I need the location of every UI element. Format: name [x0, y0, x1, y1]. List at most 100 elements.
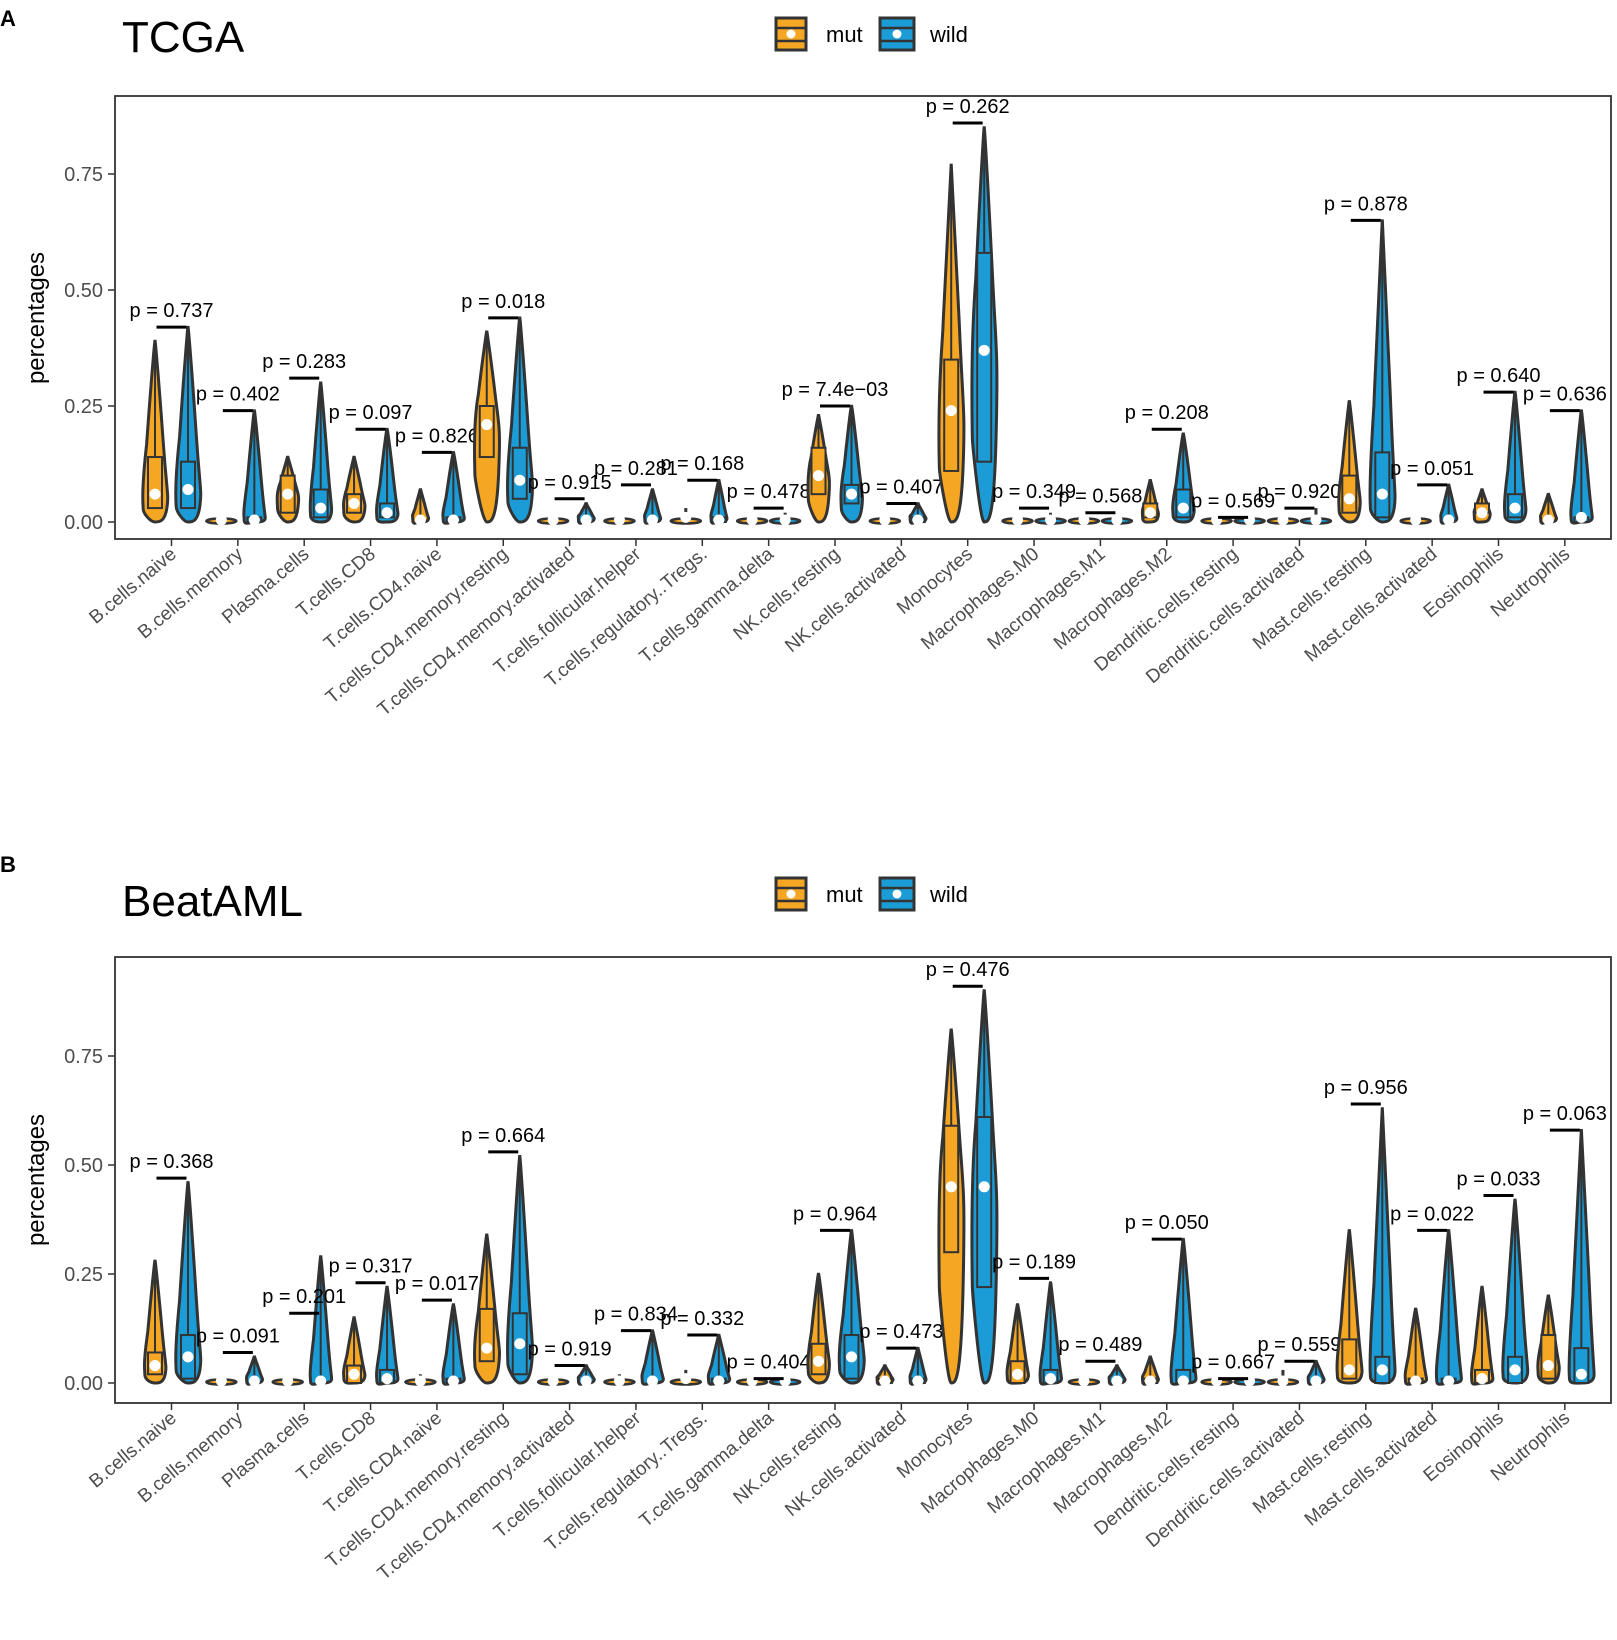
median-dot-wild — [447, 1375, 459, 1387]
pvalue-label: p = 0.168 — [660, 453, 744, 475]
violin-wild — [1569, 409, 1594, 525]
pvalue-label: p = 0.368 — [130, 1151, 214, 1173]
x-tick-label: NK.cells.activated — [781, 544, 910, 657]
y-axis-a: 0.00 0.25 0.50 0.75 percentages — [23, 164, 115, 534]
median-dot-mut — [547, 1375, 559, 1387]
pvalue-label: p = 0.559 — [1257, 1334, 1341, 1356]
violin-mut — [669, 1369, 703, 1386]
median-dot-mut — [481, 419, 493, 431]
median-dot-wild — [646, 514, 658, 526]
violin-wild — [1368, 1107, 1397, 1385]
pvalue-label: p = 0.915 — [528, 472, 612, 494]
median-dot-wild — [315, 1375, 327, 1387]
violin-mut — [1472, 488, 1492, 524]
violin-mut — [1140, 478, 1160, 524]
plot-border-b — [114, 956, 1612, 1404]
y-tick-a-3: 0.75 — [64, 164, 103, 186]
violin-wild — [908, 502, 928, 526]
median-dot-mut — [282, 488, 294, 500]
pvalue-label: p = 0.017 — [395, 1273, 479, 1295]
pvalue-label: p = 0.022 — [1390, 1203, 1474, 1225]
x-tick-label: Macrophages.M0 — [917, 544, 1043, 654]
pvalue-label: p = 0.569 — [1191, 490, 1275, 512]
violin-mut — [603, 1374, 636, 1387]
violin-mut — [669, 508, 703, 525]
violin-wild — [1107, 1364, 1127, 1387]
pvalue-label: p = 0.283 — [262, 351, 346, 373]
violin-wild — [1502, 390, 1528, 524]
violin-wild — [1434, 1229, 1463, 1387]
violin-mut — [141, 339, 170, 524]
x-tick-label: T.cells.CD4.naive — [320, 544, 446, 654]
pvalue-label: p = 0.964 — [793, 1203, 877, 1225]
median-dot-mut — [746, 514, 758, 526]
violin-wild — [375, 1285, 400, 1386]
pvalue-label: p = 0.476 — [926, 959, 1010, 981]
violin-mut — [806, 1272, 831, 1385]
x-tick-label: Macrophages.M1 — [984, 1408, 1110, 1518]
violin-wild — [441, 451, 466, 526]
median-dot-mut — [680, 511, 692, 523]
median-dot-wild — [514, 474, 526, 486]
pvalue-label: p = 0.826 — [395, 425, 479, 447]
median-dot-wild — [846, 488, 857, 500]
violin-mut — [536, 1375, 570, 1387]
pvalue-label: p = 0.018 — [461, 291, 545, 313]
violin-wild — [908, 1346, 928, 1387]
violin-mut — [1536, 1294, 1561, 1385]
pvalue-label: p = 0.407 — [859, 476, 943, 498]
median-dot-wild — [1575, 1368, 1587, 1380]
pvalue-label: p = 0.920 — [1257, 481, 1341, 503]
median-dot-mut — [1078, 514, 1090, 526]
median-dot-wild — [182, 1351, 194, 1363]
violin-wild — [1233, 1375, 1266, 1387]
median-dot-mut — [414, 514, 426, 526]
legend-b: mut wild — [774, 876, 968, 912]
median-dot-wild — [514, 1338, 526, 1350]
median-dot-mut — [215, 1375, 227, 1387]
pvalue-label: p = 0.332 — [660, 1308, 744, 1330]
violin-mut — [205, 514, 238, 526]
pvalue-label: p = 0.640 — [1457, 365, 1541, 387]
median-dot-wild — [248, 1375, 260, 1387]
violin-wild — [1439, 483, 1459, 526]
violin-mut — [142, 1259, 168, 1385]
pvalue-label: p = 0.349 — [992, 481, 1076, 503]
median-dot-mut — [613, 514, 625, 526]
median-dot-wild — [447, 514, 459, 526]
chart-title-tcga: TCGA — [122, 13, 245, 62]
violin-wild — [308, 1255, 334, 1387]
violin-mut — [1469, 1285, 1495, 1386]
box-wild — [976, 1116, 993, 1289]
violin-wild — [1501, 1198, 1530, 1385]
violin-wild — [308, 381, 334, 524]
median-dot-wild — [1045, 1373, 1057, 1385]
violin-wild — [1038, 1281, 1063, 1386]
median-dot-wild — [248, 514, 260, 526]
violin-mut — [536, 514, 570, 526]
violin-wild — [839, 404, 864, 524]
chart-title-beataml: BeatAML — [122, 877, 303, 926]
violin-wild — [505, 316, 534, 524]
panel-label-b: B — [0, 852, 16, 877]
median-dot-wild — [1376, 1364, 1388, 1376]
median-dot-mut — [1542, 1360, 1554, 1372]
violin-mut — [868, 514, 902, 526]
pvalue-label: p = 0.063 — [1523, 1103, 1607, 1125]
panel-a: A TCGA mut wild 0.00 0.25 0.50 0.75 perc… — [0, 6, 1612, 720]
x-tick-label: Macrophages.M2 — [1050, 544, 1176, 654]
legend-label-wild: wild — [929, 22, 968, 47]
median-dot-wild — [912, 1375, 924, 1387]
violin-wild — [1567, 1128, 1596, 1385]
violin-wild — [1306, 1359, 1326, 1387]
median-dot-mut — [282, 1375, 294, 1387]
y-tick-a-2: 0.50 — [64, 280, 103, 302]
pvalue-label: p = 0.262 — [926, 96, 1010, 118]
median-dot-wild — [1111, 514, 1123, 526]
violin-mut — [937, 1028, 966, 1385]
pvalue-label: p = 0.402 — [196, 384, 280, 406]
pvalue-label: p = 0.636 — [1523, 384, 1607, 406]
violin-mut — [404, 1374, 437, 1387]
